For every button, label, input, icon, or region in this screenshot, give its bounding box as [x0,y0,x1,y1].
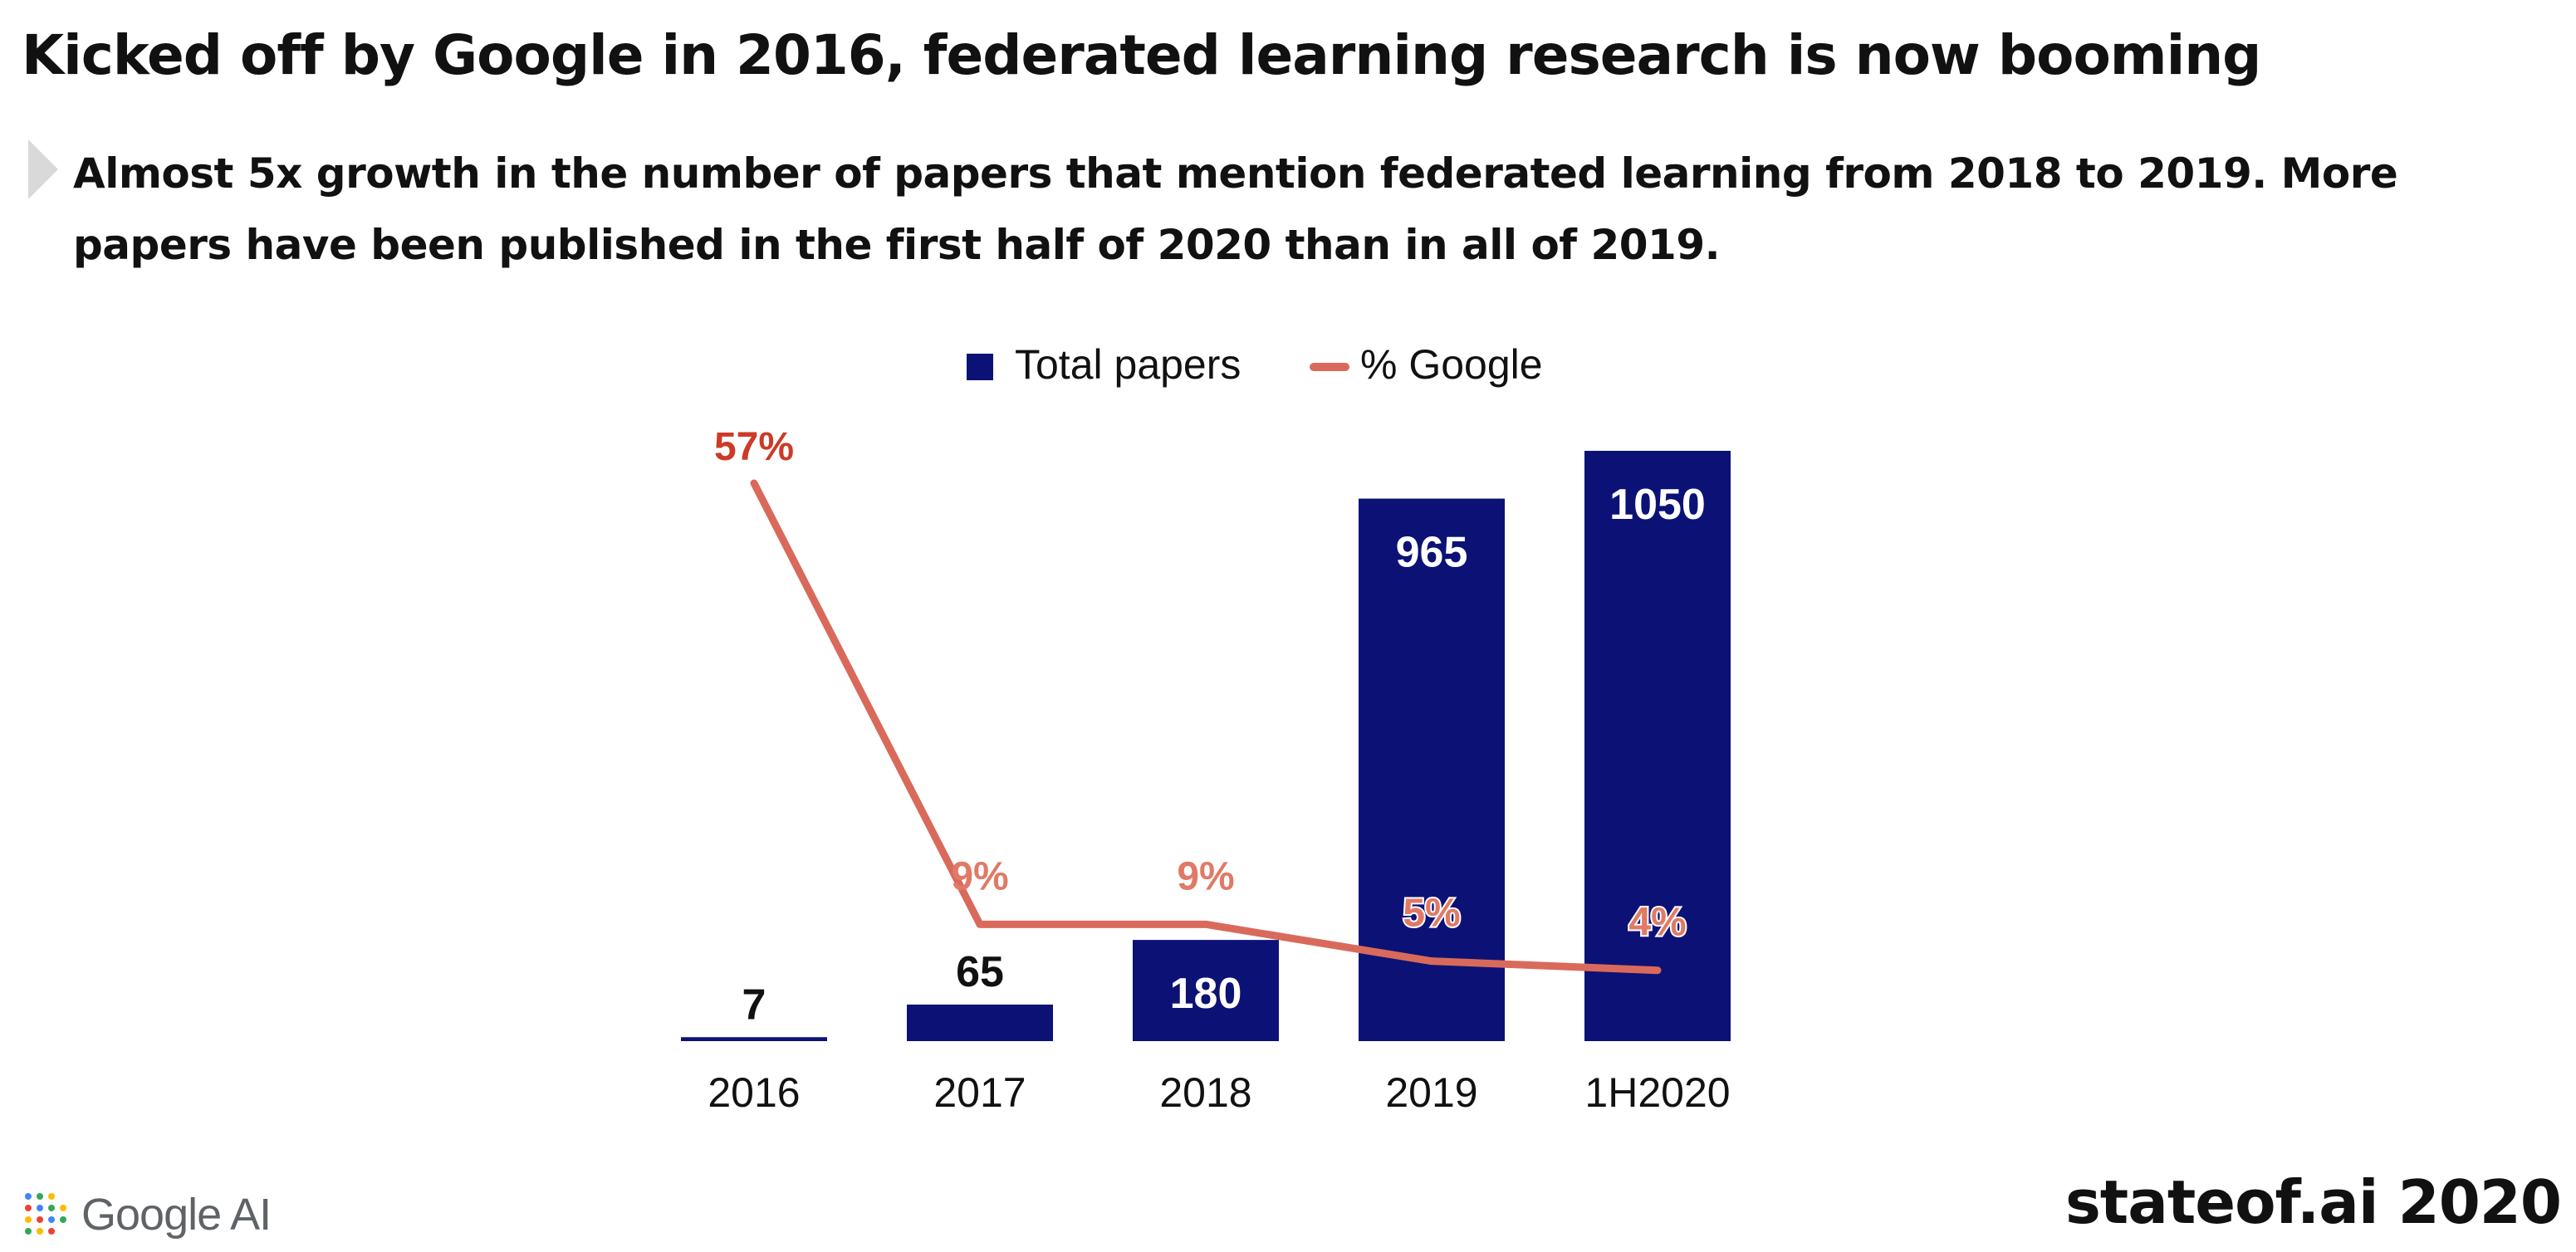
x-tick-2018: 2018 [1159,1069,1251,1116]
bar-label-2018: 180 [1170,970,1242,1018]
x-tick-2017: 2017 [933,1069,1026,1116]
chart-legend: Total papers % Google [967,341,1543,388]
pct-label-1H2020: 4% [1628,901,1686,945]
bar-label-2017: 65 [956,948,1004,996]
pct-label-2018: 9% [1177,854,1234,898]
bar-series-total-papers [681,451,1731,1041]
legend-total-papers-label: Total papers [1015,341,1241,388]
bar-2017 [907,1004,1053,1041]
google-ai-dots-icon [25,1193,66,1235]
stateof-ai-tag: stateof.ai 2020 [2064,1167,2562,1237]
x-tick-2016: 2016 [708,1069,800,1116]
bar-1H2020 [1584,451,1731,1041]
bullet-arrow-icon [28,139,58,199]
bar-label-2016: 7 [742,981,766,1029]
subtitle: Almost 5x growth in the number of papers… [73,149,2398,269]
page-title: Kicked off by Google in 2016, federated … [22,23,2261,87]
x-axis-tick-labels: 2016 2017 2018 2019 1H2020 [708,1069,1730,1116]
federated-learning-chart: Total papers % Google 7 65 180 965 1050 57% 9… [681,341,1731,1116]
bar-2016 [681,1037,827,1041]
bar-data-labels: 7 65 180 965 1050 [742,481,1706,1029]
google-ai-logo: Google AI [22,1186,272,1244]
x-tick-2019: 2019 [1385,1069,1477,1116]
x-tick-1H2020: 1H2020 [1584,1069,1730,1116]
pct-label-2016: 57% [714,425,794,469]
legend-total-papers-swatch [967,354,993,380]
pct-label-2017: 9% [951,854,1008,898]
line-data-labels: 57% 9% 9% 5% 4% [714,425,1688,946]
google-share-line [750,479,1662,975]
bar-2018 [1133,940,1279,1041]
line-series-google [750,479,1662,975]
bar-label-2019: 965 [1396,529,1468,577]
bar-label-1H2020: 1050 [1609,481,1706,529]
legend-google-label: % Google [1360,341,1543,388]
pct-label-2019: 5% [1403,892,1460,936]
google-ai-logo-text: Google AI [81,1190,272,1240]
